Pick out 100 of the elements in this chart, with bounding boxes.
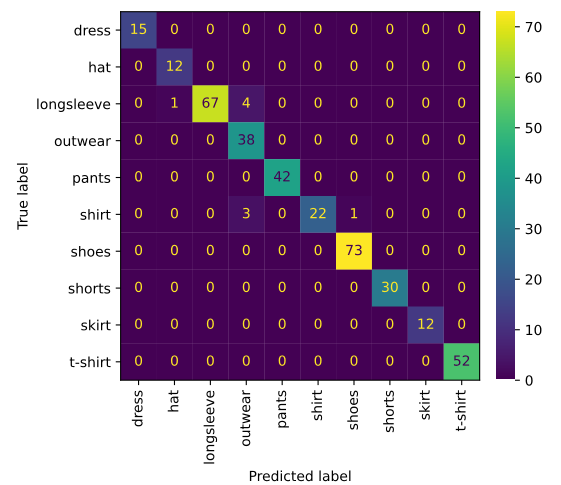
y-axis-title: True label (16, 163, 28, 230)
data-label: 0 (458, 318, 466, 329)
y-tick-label: t-shirt (70, 356, 111, 368)
y-tick-label: skirt (81, 320, 111, 330)
data-label: 67 (202, 97, 218, 108)
data-label: 0 (386, 171, 394, 182)
data-label: 0 (422, 171, 430, 182)
y-tick-label: pants (73, 173, 110, 186)
data-label: 30 (382, 282, 398, 292)
data-label: 0 (314, 355, 322, 366)
color-bar-label: 40 (525, 173, 542, 184)
data-label: 0 (135, 171, 142, 182)
x-tick-label: pants (276, 390, 289, 428)
data-label: 0 (458, 282, 466, 292)
color-bar-label: 20 (526, 274, 542, 285)
data-label: 0 (278, 134, 286, 145)
data-label: 12 (167, 60, 182, 71)
data-label: 0 (386, 318, 394, 329)
data-label: 0 (458, 97, 466, 108)
data-label: 0 (206, 282, 214, 292)
x-tick-label: shirt (311, 390, 322, 420)
data-label: 0 (135, 60, 142, 71)
data-label: 4 (242, 97, 250, 108)
x-tick-label: shorts (383, 390, 394, 432)
data-label: 0 (242, 171, 250, 182)
data-label: 0 (350, 24, 358, 34)
data-label: 0 (135, 97, 142, 108)
data-label: 0 (242, 318, 250, 329)
data-label: 0 (458, 171, 466, 182)
data-label: 0 (350, 60, 358, 71)
color-bar-label: 10 (526, 324, 542, 336)
x-tick-label: dress (132, 390, 143, 426)
data-label: 0 (386, 24, 394, 34)
data-label: 0 (135, 355, 142, 366)
data-label: 0 (170, 318, 178, 329)
data-label: 0 (206, 244, 214, 256)
data-label: 0 (314, 60, 322, 71)
data-label: 0 (170, 24, 178, 34)
data-label: 0 (314, 24, 322, 34)
data-label: 0 (350, 318, 358, 329)
data-label: 0 (170, 208, 178, 218)
color-bar-label: 60 (526, 72, 542, 83)
data-label: 0 (242, 24, 250, 34)
data-label: 0 (170, 134, 178, 145)
data-label: 0 (386, 134, 394, 145)
data-label: 0 (170, 171, 178, 182)
x-axis-title: Predicted label (250, 470, 350, 482)
data-label: 15 (131, 24, 146, 34)
data-label: 0 (350, 97, 358, 108)
data-label: 0 (135, 208, 142, 218)
data-label: 22 (310, 208, 326, 218)
data-label: 0 (314, 134, 322, 145)
data-label: 0 (386, 208, 394, 218)
data-label: 0 (422, 134, 430, 145)
data-label: 0 (422, 97, 430, 108)
data-label: 0 (350, 134, 358, 145)
data-label: 0 (278, 244, 286, 256)
y-tick-label: shirt (80, 209, 111, 220)
data-label: 0 (278, 97, 286, 108)
data-label: 52 (454, 355, 470, 366)
data-label: 0 (206, 60, 214, 71)
data-label: 0 (350, 355, 358, 366)
data-label: 0 (278, 282, 286, 292)
data-label: 0 (314, 282, 322, 292)
x-tick-label: skirt (419, 390, 430, 420)
data-label: 0 (135, 318, 142, 329)
y-tick-label: longsleeve (37, 98, 110, 112)
data-label: 0 (135, 244, 142, 256)
data-label: 0 (206, 208, 214, 218)
color-bar-label: 30 (526, 224, 542, 234)
data-label: 0 (242, 244, 250, 256)
data-label: 0 (170, 244, 178, 256)
data-label: 0 (422, 208, 430, 218)
color-bar-label: 0 (526, 375, 533, 386)
data-label: 0 (278, 24, 286, 34)
data-label: 0 (278, 355, 286, 366)
data-label: 12 (418, 318, 434, 329)
data-label: 0 (135, 134, 142, 145)
data-label: 0 (170, 355, 178, 366)
data-label: 0 (314, 244, 322, 256)
data-label: 0 (314, 318, 322, 329)
data-label: 0 (386, 97, 394, 108)
data-label: 0 (206, 171, 214, 182)
data-label: 0 (350, 171, 358, 182)
data-label: 0 (170, 282, 178, 292)
data-label: 0 (458, 208, 466, 218)
data-label: 3 (242, 208, 250, 218)
data-label: 0 (314, 97, 322, 108)
data-label: 42 (274, 171, 290, 182)
y-tick-label: dress (74, 24, 110, 36)
x-tick-label: t-shirt (454, 390, 466, 432)
data-label: 0 (242, 282, 250, 292)
color-bar-label: 50 (526, 122, 542, 134)
data-label: 38 (238, 134, 254, 145)
data-label: 0 (422, 24, 430, 34)
data-label: 0 (386, 244, 394, 256)
data-label: 0 (206, 318, 214, 329)
y-tick-label: shorts (68, 282, 110, 294)
data-label: 0 (278, 60, 286, 71)
data-label: 0 (135, 282, 142, 292)
